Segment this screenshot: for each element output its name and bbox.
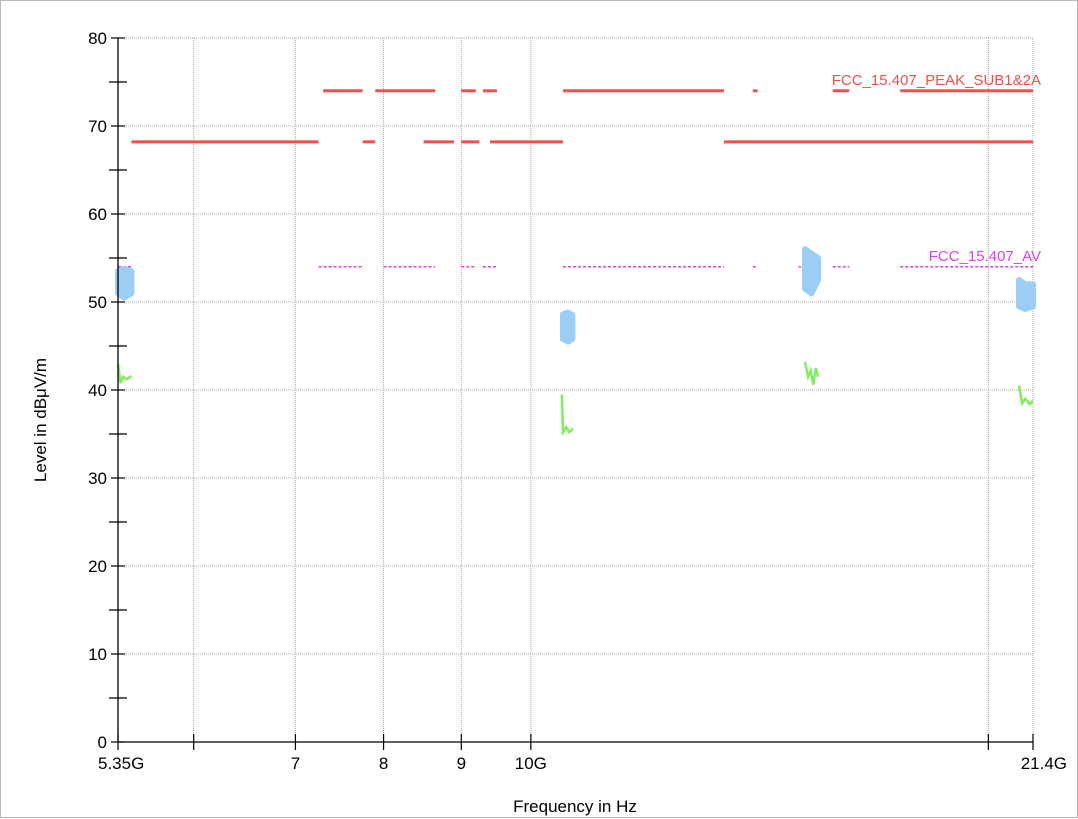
- x-axis-label: Frequency in Hz: [513, 797, 637, 816]
- y-tick-label: 10: [88, 645, 107, 664]
- y-tick-label: 80: [88, 29, 107, 48]
- y-tick-label: 60: [88, 205, 107, 224]
- peak-trace-cluster: [560, 309, 576, 345]
- grid: [117, 37, 1034, 743]
- limit-label-peak: FCC_15.407_PEAK_SUB1&2A: [832, 72, 1041, 89]
- limit-label-av: FCC_15.407_AV: [929, 248, 1041, 265]
- plot-area-border: [117, 37, 1034, 743]
- y-tick-label: 70: [88, 117, 107, 136]
- x-tick-label: 10G: [515, 754, 547, 773]
- average-trace: [116, 363, 133, 384]
- average-trace: [803, 361, 820, 385]
- x-tick-label: 21.4G: [1021, 754, 1067, 773]
- y-tick-label: 0: [98, 733, 107, 752]
- peak-trace-cluster: [115, 265, 135, 301]
- x-tick-label: 7: [291, 754, 300, 773]
- average-trace: [1017, 385, 1034, 407]
- axes: 0 10 20 30 40 50 60 70 80 5.35G 7 8 9 10G 21.4G: [88, 29, 1067, 773]
- y-tick-label: 50: [88, 293, 107, 312]
- y-tick-label: 20: [88, 557, 107, 576]
- x-tick-label: 5.35G: [98, 754, 144, 773]
- average-trace: [560, 394, 574, 437]
- peak-trace-cluster: [1016, 277, 1036, 312]
- y-tick-label: 30: [88, 469, 107, 488]
- limit-lines: [118, 89, 1033, 268]
- x-tick-label: 8: [379, 754, 388, 773]
- x-tick-label: 9: [457, 754, 466, 773]
- traces: [115, 246, 1036, 437]
- peak-trace-cluster: [802, 246, 821, 297]
- y-tick-label: 40: [88, 381, 107, 400]
- y-axis-label: Level in dBμV/m: [31, 358, 50, 482]
